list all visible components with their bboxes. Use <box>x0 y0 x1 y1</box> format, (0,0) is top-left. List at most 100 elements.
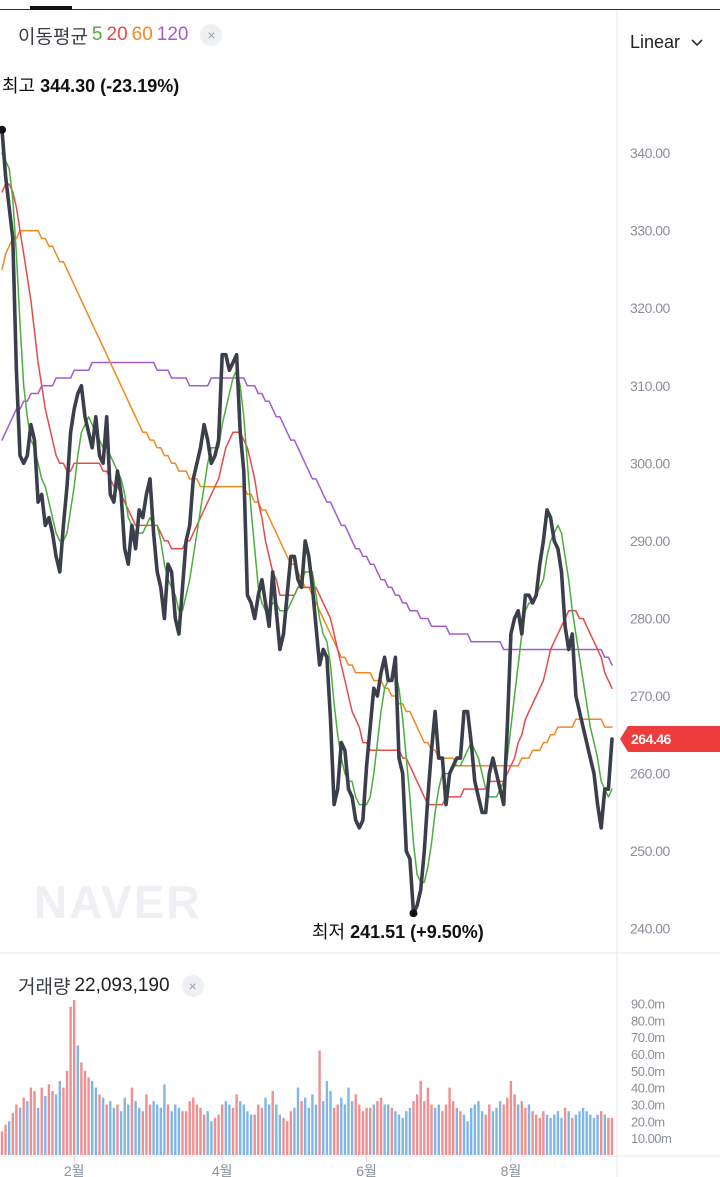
volume-bar <box>491 1111 495 1155</box>
ma60-label[interactable]: 60 <box>131 24 153 45</box>
volume-bar <box>278 1114 282 1155</box>
volume-bar <box>58 1080 61 1155</box>
volume-bar <box>119 1111 123 1155</box>
volume-bar <box>293 1107 296 1155</box>
volume-bar <box>271 1091 274 1155</box>
volume-bar <box>231 1107 235 1155</box>
price-tick-label: 280.00 <box>630 610 671 626</box>
volume-bar <box>340 1097 343 1155</box>
volume-bar <box>257 1104 260 1155</box>
volume-bar <box>455 1107 458 1155</box>
volume-bar <box>51 1091 54 1155</box>
volume-tick-label: 60.0m <box>631 1047 665 1062</box>
volume-bar <box>563 1107 567 1155</box>
volume-bar <box>585 1111 588 1155</box>
volume-bar <box>166 1104 170 1155</box>
volume-bar <box>123 1097 126 1155</box>
price-tick-label: 320.00 <box>630 300 671 316</box>
volume-bar <box>73 1000 76 1155</box>
current-price-label: 264.46 <box>631 731 672 747</box>
ma5-label[interactable]: 5 <box>91 24 103 45</box>
volume-bar <box>484 1114 487 1155</box>
volume-bar <box>174 1104 177 1155</box>
ma120-label[interactable]: 120 <box>156 24 189 45</box>
volume-bar <box>477 1101 480 1155</box>
volume-bar <box>498 1101 502 1155</box>
volume-bar <box>105 1104 108 1155</box>
volume-bar <box>556 1111 560 1155</box>
volume-bar <box>116 1104 119 1155</box>
volume-bar <box>343 1104 347 1155</box>
scale-selector[interactable]: Linear <box>630 32 704 53</box>
price-tick-label: 290.00 <box>630 533 671 549</box>
volume-bar <box>159 1107 162 1155</box>
volume-bar <box>267 1104 271 1155</box>
volume-bar <box>322 1101 325 1155</box>
volume-bar <box>415 1094 419 1155</box>
volume-bar <box>300 1101 303 1155</box>
volume-bar <box>318 1050 321 1155</box>
high-marker <box>0 125 6 134</box>
price-tick-label: 250.00 <box>630 843 671 859</box>
price-tick-label: 340.00 <box>630 145 671 161</box>
volume-bar <box>358 1104 361 1155</box>
volume-bar <box>44 1096 47 1155</box>
volume-bar <box>480 1111 484 1155</box>
volume-tick-label: 20.0m <box>631 1114 665 1129</box>
volume-bar <box>520 1101 523 1155</box>
volume-bar <box>217 1114 220 1155</box>
volume-bar <box>365 1107 368 1155</box>
volume-bar <box>571 1117 574 1155</box>
volume-bar <box>506 1097 509 1155</box>
volume-bar <box>350 1101 354 1155</box>
volume-bar <box>202 1114 206 1155</box>
close-moving-average-button[interactable]: × <box>200 24 223 46</box>
volume-bar <box>26 1101 29 1155</box>
volume-bar <box>589 1114 592 1155</box>
volume-bar <box>560 1117 563 1155</box>
high-annotation: 최고 344.30 (-23.19%) <box>2 76 179 96</box>
volume-bar <box>383 1104 386 1155</box>
volume-bar <box>235 1094 238 1155</box>
volume-bar <box>87 1077 90 1155</box>
volume-value: 22,093,190 <box>74 974 170 996</box>
volume-bar <box>83 1070 87 1155</box>
watermark: NAVER <box>34 876 202 928</box>
volume-bar <box>184 1111 188 1155</box>
volume-bar <box>495 1107 498 1155</box>
volume-bar <box>412 1101 415 1155</box>
volume-bar <box>574 1114 578 1155</box>
volume-bar <box>195 1104 199 1155</box>
x-tick-label: 6월 <box>356 1163 377 1177</box>
volume-bar <box>249 1114 253 1155</box>
volume-bar <box>607 1117 610 1155</box>
volume-bar <box>488 1104 491 1155</box>
volume-bar <box>242 1104 245 1155</box>
volume-bar <box>502 1104 505 1155</box>
price-tick-label: 310.00 <box>630 378 671 394</box>
volume-bar <box>596 1114 599 1155</box>
volume-bar <box>94 1087 98 1155</box>
volume-bar <box>325 1080 329 1155</box>
volume-bar <box>275 1104 278 1155</box>
volume-bar <box>390 1107 393 1155</box>
volume-bar <box>369 1107 372 1155</box>
volume-bar <box>542 1111 545 1155</box>
close-volume-button[interactable]: × <box>181 974 204 997</box>
volume-bar <box>141 1111 144 1155</box>
volume-bar <box>4 1124 7 1155</box>
volume-bar <box>581 1107 585 1155</box>
scale-value: Linear <box>630 32 681 52</box>
volume-bar <box>80 1062 83 1155</box>
low-value: 241.51 (+9.50%) <box>345 922 484 942</box>
volume-legend: 거래량 22,093,190 × <box>18 972 204 999</box>
volume-bar <box>145 1094 148 1155</box>
volume-bar <box>459 1111 462 1155</box>
volume-bar <box>170 1111 173 1155</box>
ma20-label[interactable]: 20 <box>106 24 128 45</box>
volume-bar <box>289 1111 292 1155</box>
volume-bar <box>394 1111 397 1155</box>
volume-bar <box>33 1091 36 1155</box>
high-label: 최고 <box>2 76 35 96</box>
